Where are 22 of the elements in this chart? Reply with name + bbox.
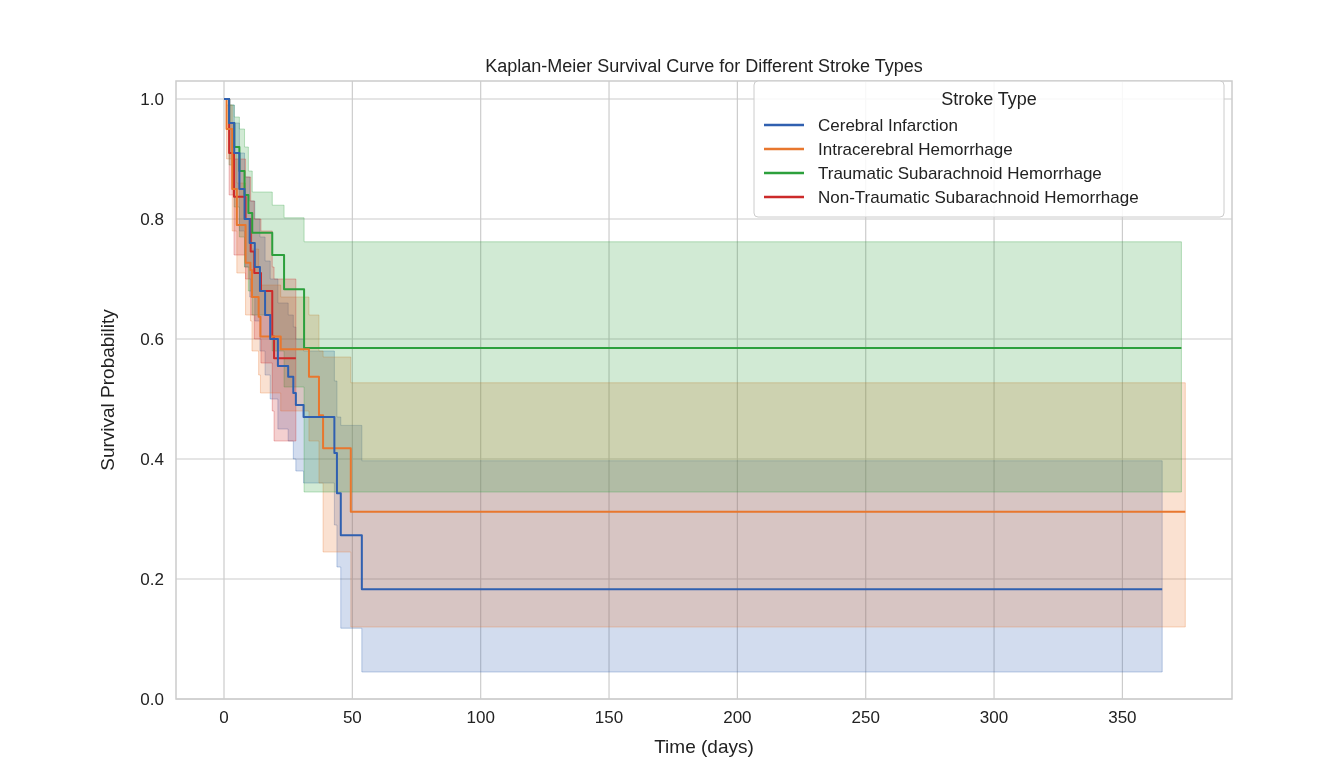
x-tick-label: 350 [1108, 708, 1137, 727]
legend-label: Non-Traumatic Subarachnoid Hemorrhage [818, 188, 1139, 207]
legend-label: Traumatic Subarachnoid Hemorrhage [818, 164, 1102, 183]
chart-title: Kaplan-Meier Survival Curve for Different Stroke Types [485, 56, 923, 76]
legend-label: Intracerebral Hemorrhage [818, 140, 1013, 159]
x-tick-label: 50 [342, 708, 362, 727]
legend-title: Stroke Type [941, 89, 1037, 109]
y-tick-label: 0.6 [140, 330, 164, 349]
y-tick-label: 0.4 [140, 450, 164, 469]
y-tick-label: 0.2 [140, 570, 164, 589]
x-tick-label: 150 [594, 708, 624, 727]
x-tick-label: 100 [466, 708, 495, 727]
x-axis-title: Time (days) [654, 736, 754, 757]
x-tick-label: 0 [219, 708, 229, 727]
x-tick-label: 200 [723, 708, 752, 727]
y-axis-title: Survival Probability [97, 308, 118, 471]
y-tick-label: 0.8 [140, 210, 164, 229]
legend-label: Cerebral Infarction [818, 116, 958, 135]
x-tick-label: 250 [851, 708, 880, 727]
x-tick-label: 300 [979, 708, 1009, 727]
y-tick-label: 1.0 [140, 90, 164, 109]
y-tick-label: 0.0 [140, 690, 164, 709]
